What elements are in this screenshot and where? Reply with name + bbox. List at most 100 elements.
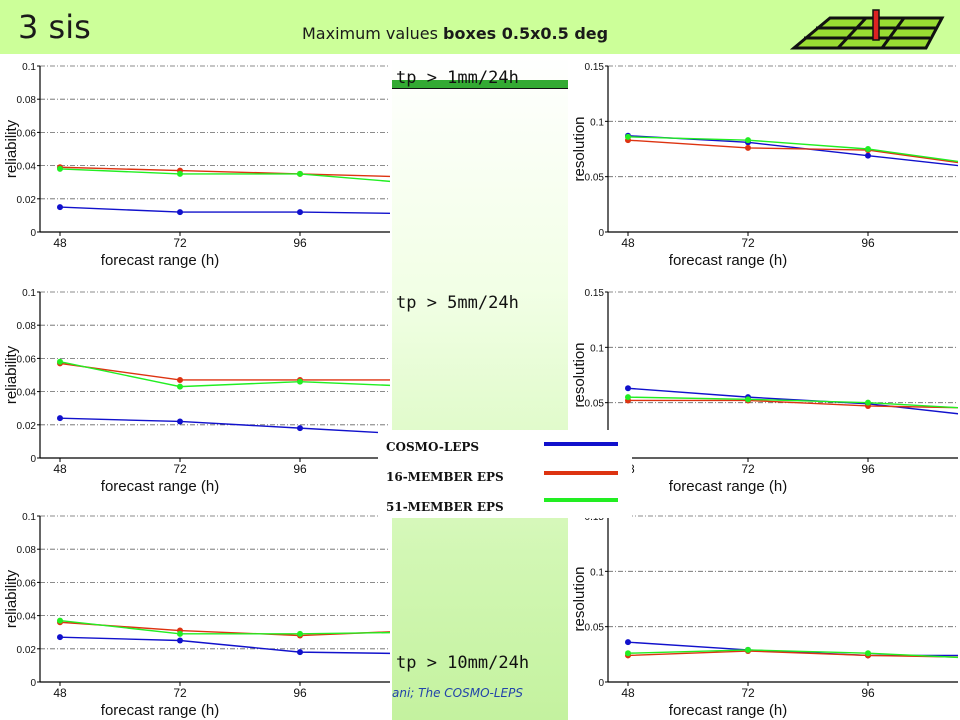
data-point-51-member-eps — [177, 630, 183, 637]
y-tick-label: 0.02 — [17, 195, 37, 206]
data-point-51-member-eps — [625, 133, 631, 140]
subtitle-bold: boxes 0.5x0.5 deg — [443, 24, 609, 43]
y-tick-label: 0 — [598, 678, 604, 689]
chart-legend: COSMO-LEPS 16-MEMBER EPS 51-MEMBER EPS — [378, 430, 632, 518]
threshold-label-2: tp > 5mm/24h — [396, 293, 519, 313]
footer-citation: ani; The COSMO-LEPS — [392, 686, 523, 700]
x-tick-label: 48 — [53, 236, 67, 250]
x-tick-label: 48 — [621, 236, 635, 250]
x-axis-label: forecast range (h) — [669, 252, 787, 269]
y-tick-label: 0 — [30, 228, 36, 239]
x-axis-label: forecast range (h) — [669, 478, 787, 495]
x-tick-label: 96 — [861, 462, 875, 476]
y-tick-label: 0.06 — [17, 128, 37, 139]
chart-reliability-tp5: 0 0.02 0.04 0.06 0.08 0.1 48 72 96 forecast range… — [3, 288, 390, 495]
y-tick-label: 0.1 — [22, 288, 36, 299]
data-point-cosmo-leps — [177, 209, 183, 216]
threshold-highlight-bar — [392, 80, 568, 89]
series-line-16-member-eps — [59, 362, 390, 381]
y-axis-label: reliability — [3, 569, 20, 628]
data-point-51-member-eps — [297, 170, 303, 177]
y-tick-label: 0.05 — [585, 173, 605, 184]
data-point-51-member-eps — [57, 617, 63, 624]
y-tick-label: 0 — [30, 678, 36, 689]
y-tick-label: 0.15 — [585, 62, 605, 73]
series-line-51-member-eps — [59, 361, 390, 388]
series-line-16-member-eps — [628, 399, 958, 409]
x-tick-label: 96 — [861, 236, 875, 250]
x-tick-label: 96 — [293, 462, 307, 476]
data-point-51-member-eps — [625, 394, 631, 401]
y-axis-label: resolution — [571, 342, 588, 407]
series-line-51-member-eps — [627, 136, 958, 163]
data-point-cosmo-leps — [297, 649, 303, 656]
x-tick-label: 72 — [173, 462, 187, 476]
y-tick-label: 0.08 — [17, 321, 37, 332]
x-axis-label: forecast range (h) — [669, 702, 787, 719]
series-line-51-member-eps — [627, 649, 958, 659]
data-point-cosmo-leps — [57, 415, 63, 422]
data-point-cosmo-leps — [177, 418, 183, 425]
chart-reliability-tp10: 0 0.02 0.04 0.06 0.08 0.1 48 72 96 forecast range… — [3, 512, 390, 719]
legend-label-16-member-eps: 16-MEMBER EPS — [386, 470, 504, 484]
threshold-label-3: tp > 10mm/24h — [396, 653, 530, 673]
x-tick-label: 96 — [293, 686, 307, 700]
x-axis-label: forecast range (h) — [101, 252, 219, 269]
x-tick-label: 48 — [53, 462, 67, 476]
series-line-16-member-eps — [627, 139, 958, 164]
x-tick-label: 72 — [741, 236, 755, 250]
slide-title: 3 sis — [18, 8, 91, 46]
data-point-cosmo-leps — [57, 204, 63, 211]
legend-swatch-cosmo-leps — [544, 442, 618, 446]
subtitle-prefix: Maximum values — [302, 24, 444, 43]
y-axis-label: reliability — [3, 119, 20, 178]
data-point-51-member-eps — [57, 165, 63, 172]
chart-reliability-tp1: 0 0.02 0.04 0.06 0.08 0.1 48 72 96 forecast range… — [3, 62, 390, 269]
y-tick-label: 0.08 — [17, 95, 37, 106]
center-gradient-band — [392, 54, 568, 720]
y-tick-label: 0.1 — [590, 343, 604, 354]
series-line-51-member-eps — [627, 396, 958, 409]
data-point-51-member-eps — [865, 146, 871, 152]
legend-swatch-51-member-eps — [544, 498, 618, 502]
data-point-cosmo-leps — [297, 209, 303, 216]
y-tick-label: 0.06 — [17, 354, 37, 365]
data-point-cosmo-leps — [177, 637, 183, 644]
data-point-cosmo-leps — [625, 385, 631, 392]
y-tick-label: 0.08 — [17, 545, 37, 556]
x-axis-label: forecast range (h) — [101, 702, 219, 719]
y-axis-label: reliability — [3, 345, 20, 404]
data-point-cosmo-leps — [57, 634, 63, 641]
y-tick-label: 0.05 — [585, 399, 605, 410]
legend-label-51-member-eps: 51-MEMBER EPS — [386, 500, 504, 514]
y-tick-label: 0.1 — [22, 512, 36, 523]
data-point-16-member-eps — [177, 376, 183, 383]
chart-resolution-tp1: 0 0.05 0.1 0.15 48 72 96 forecast range (h) reso… — [571, 62, 958, 269]
data-point-cosmo-leps — [865, 152, 871, 159]
x-tick-label: 72 — [173, 686, 187, 700]
data-point-51-member-eps — [57, 358, 63, 365]
x-tick-label: 96 — [293, 236, 307, 250]
y-tick-label: 0.15 — [585, 288, 605, 299]
data-point-51-member-eps — [865, 399, 871, 406]
data-point-51-member-eps — [177, 170, 183, 177]
data-point-cosmo-leps — [297, 425, 303, 432]
legend-label-cosmo-leps: COSMO-LEPS — [386, 440, 480, 454]
series-line-16-member-eps — [59, 166, 390, 178]
x-tick-label: 72 — [741, 462, 755, 476]
data-point-51-member-eps — [865, 650, 871, 657]
threshold-label-1: tp > 1mm/24h — [396, 68, 519, 88]
y-tick-label: 0.1 — [22, 62, 36, 73]
x-axis-label: forecast range (h) — [101, 478, 219, 495]
y-tick-label: 0.02 — [17, 421, 37, 432]
x-tick-label: 72 — [173, 236, 187, 250]
data-point-16-member-eps — [745, 144, 751, 151]
slide-subtitle: Maximum values boxes 0.5x0.5 deg — [302, 24, 608, 43]
series-line-51-member-eps — [59, 619, 390, 635]
data-point-cosmo-leps — [625, 639, 631, 646]
data-point-51-member-eps — [745, 137, 751, 144]
x-tick-label: 72 — [741, 686, 755, 700]
data-point-51-member-eps — [297, 630, 303, 637]
data-point-51-member-eps — [625, 650, 631, 657]
y-axis-label: resolution — [571, 116, 588, 181]
